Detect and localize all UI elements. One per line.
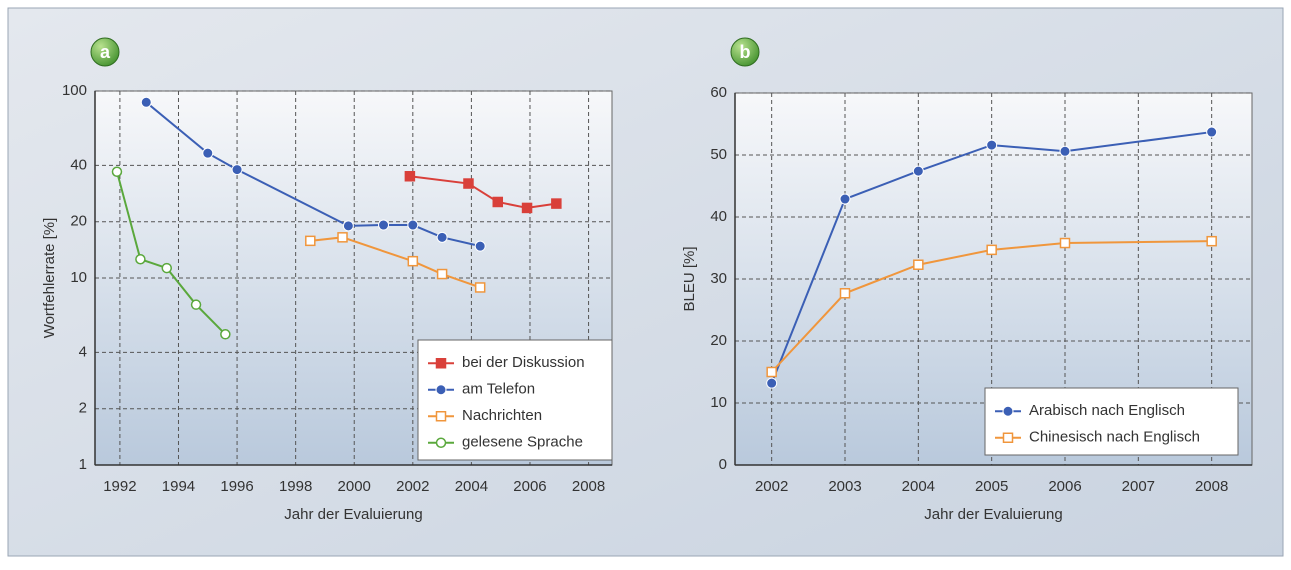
x-tick-label: 1992: [103, 478, 136, 495]
y-tick-label: 40: [710, 208, 727, 225]
y-axis-label: Wortfehlerrate [%]: [41, 218, 58, 339]
point: [912, 165, 924, 177]
point: [407, 255, 419, 267]
legend-box: [984, 387, 1239, 456]
point: [337, 232, 348, 243]
y-tick-label: 10: [70, 269, 87, 286]
x-tick-label: 2002: [755, 478, 788, 495]
y-tick-label: 20: [710, 332, 727, 349]
legend-marker: [435, 411, 447, 422]
point: [190, 299, 202, 310]
legend-box: [417, 339, 613, 461]
point: [766, 366, 777, 378]
x-tick-label: 2006: [513, 478, 546, 495]
point: [140, 96, 152, 108]
x-tick-label: 1994: [162, 478, 195, 495]
x-tick-label: 2008: [572, 478, 605, 495]
y-tick-label: 1: [79, 456, 87, 473]
y-tick-label: 30: [710, 270, 727, 287]
x-tick-label: 2005: [975, 478, 1008, 495]
point: [986, 139, 998, 151]
legend-marker: [1002, 432, 1014, 443]
x-tick-label: 2004: [455, 478, 488, 495]
point: [378, 219, 390, 231]
point: [474, 282, 486, 293]
point: [463, 178, 474, 189]
y-tick-label: 50: [710, 146, 727, 163]
legend-marker: [435, 358, 447, 369]
y-tick-label: 4: [79, 343, 87, 360]
x-tick-label: 2002: [396, 478, 429, 495]
point: [521, 202, 533, 214]
point: [135, 253, 146, 265]
y-tick-label: 10: [710, 394, 727, 411]
x-tick-label: 1998: [279, 478, 312, 495]
point: [111, 166, 123, 177]
y-tick-label: 100: [62, 82, 87, 99]
point: [1206, 126, 1218, 138]
panel-badge: [730, 37, 760, 67]
legend-label: am Telefon: [462, 381, 535, 398]
point: [474, 240, 486, 252]
x-tick-label: 2003: [828, 478, 861, 495]
legend-label: gelesene Sprache: [462, 434, 583, 451]
legend-marker: [435, 384, 447, 396]
point: [839, 193, 851, 205]
y-tick-label: 20: [70, 213, 87, 230]
legend-label: Arabisch nach Englisch: [1029, 402, 1185, 419]
y-tick-label: 0: [719, 456, 727, 473]
point: [231, 164, 243, 176]
point: [407, 219, 419, 231]
legend-marker: [435, 437, 447, 448]
x-axis-label: Jahr der Evaluierung: [924, 506, 1062, 523]
point: [436, 231, 448, 243]
x-tick-label: 2004: [902, 478, 935, 495]
y-tick-label: 2: [79, 400, 87, 417]
panel-label: a: [100, 42, 111, 62]
y-tick-label: 60: [710, 84, 727, 101]
legend-label: Chinesisch nach Englisch: [1029, 429, 1200, 446]
point: [1206, 235, 1217, 247]
point: [551, 198, 562, 209]
legend-label: bei der Diskussion: [462, 354, 585, 371]
point: [220, 329, 231, 340]
y-tick-label: 40: [70, 156, 87, 173]
point: [436, 268, 448, 280]
series-line: [770, 240, 1212, 373]
x-tick-label: 2008: [1195, 478, 1228, 495]
point: [305, 235, 316, 247]
series-line: [770, 131, 1212, 384]
x-tick-label: 2000: [338, 478, 371, 495]
x-tick-label: 2006: [1048, 478, 1081, 495]
point: [404, 171, 416, 182]
legend-label: Nachrichten: [462, 407, 542, 424]
point: [913, 259, 924, 270]
panel-badge: [90, 37, 120, 67]
point: [161, 262, 173, 274]
x-axis-label: Jahr der Evaluierung: [284, 506, 422, 523]
x-tick-label: 2007: [1122, 478, 1155, 495]
x-tick-label: 1996: [220, 478, 253, 495]
point: [766, 377, 778, 389]
point: [986, 244, 997, 256]
point: [492, 196, 504, 208]
point: [1059, 237, 1071, 249]
point: [839, 288, 851, 299]
point: [202, 147, 214, 159]
panel-label: b: [740, 42, 751, 62]
point: [342, 220, 354, 232]
legend-marker: [1002, 405, 1014, 417]
y-axis-label: BLEU [%]: [681, 246, 698, 311]
point: [1059, 145, 1071, 157]
